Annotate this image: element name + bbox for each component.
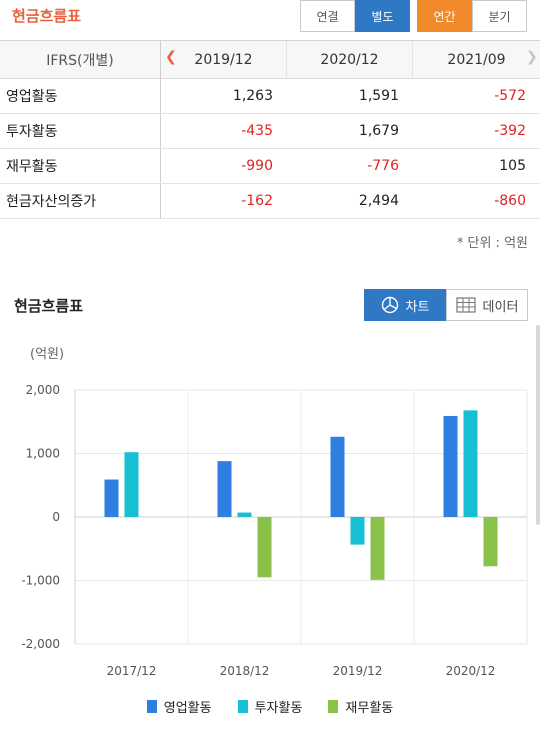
row-label: 현금자산의증가 [0, 184, 161, 218]
bar [257, 517, 272, 578]
bar [443, 415, 458, 517]
y-tick-label: 1,000 [26, 447, 60, 461]
chart-view-button[interactable]: 차트 [364, 289, 446, 321]
y-tick-label: 0 [52, 510, 60, 524]
column-header: 2020/12 [287, 41, 413, 78]
column-header: 2021/09 [447, 51, 506, 68]
chart-legend: 영업활동 투자활동 재무활동 [0, 697, 540, 716]
x-tick-label: 2017/12 [107, 664, 157, 678]
annual-button[interactable]: 연간 [417, 0, 472, 32]
table-cell: 1,591 [358, 88, 399, 104]
legend-item[interactable]: 투자활동 [237, 697, 303, 716]
prev-period-chevron-icon[interactable]: ❮ [165, 49, 177, 65]
x-tick-label: 2018/12 [220, 664, 270, 678]
table-grid-icon [455, 297, 476, 313]
table-cell: -572 [494, 88, 526, 104]
table-row: 현금자산의증가 -162 2,494 -860 [0, 184, 540, 219]
legend-item[interactable]: 영업활동 [146, 697, 212, 716]
data-view-button[interactable]: 데이터 [446, 289, 528, 321]
bar [217, 461, 232, 517]
chart-view-label: 차트 [405, 299, 430, 315]
column-header: 2019/12 [161, 41, 287, 78]
bar [330, 436, 345, 517]
bar [104, 479, 119, 517]
bar [350, 517, 365, 545]
page-title: 현금흐름표 [12, 7, 82, 25]
quarterly-button[interactable]: 분기 [472, 0, 527, 32]
bar [237, 512, 252, 517]
separate-button[interactable]: 별도 [355, 0, 410, 32]
legend-label: 투자활동 [254, 701, 303, 716]
cashflow-table: IFRS(개별) 2019/12 2020/12 2021/09 영업활동 1,… [0, 40, 540, 219]
bar [463, 410, 478, 517]
table-cell: -776 [367, 158, 399, 174]
period-toggle-group: 연간 분기 [417, 0, 527, 32]
chart-circle-icon [381, 296, 398, 314]
row-label: 재무활동 [0, 149, 161, 183]
bar [483, 517, 498, 567]
y-axis-unit-label: (억원) [30, 347, 65, 362]
x-tick-label: 2019/12 [333, 664, 383, 678]
data-view-label: 데이터 [482, 299, 519, 315]
legend-swatch [146, 700, 157, 713]
legend-item[interactable]: 재무활동 [328, 697, 393, 716]
table-row: 영업활동 1,263 1,591 -572 [0, 79, 540, 114]
table-cell: -162 [241, 193, 273, 209]
unit-note: * 단위 : 억원 [456, 236, 528, 251]
table-cell: -860 [494, 193, 526, 209]
bar [124, 452, 139, 517]
legend-swatch [237, 700, 248, 713]
bar-chart: 2,000 1,000 0 -1,000 -2,000 2017/12 2018/12 201… [21, 383, 528, 678]
table-row: 재무활동 -990 -776 105 [0, 149, 540, 184]
table-header-row: IFRS(개별) 2019/12 2020/12 2021/09 [0, 41, 540, 79]
y-tick-label: -1,000 [21, 574, 60, 588]
consolidated-button[interactable]: 연결 [300, 0, 355, 32]
table-cell: 1,263 [232, 88, 273, 104]
table-cell: 105 [499, 158, 526, 174]
table-cell: 1,679 [358, 123, 399, 139]
top-bar: 현금흐름표 연결 별도 연간 분기 [0, 0, 540, 40]
row-label: 영업활동 [0, 79, 161, 113]
column-header-label: IFRS(개별) [0, 41, 161, 78]
bar [370, 517, 385, 580]
legend-label: 재무활동 [345, 701, 394, 716]
x-tick-label: 2020/12 [446, 664, 496, 678]
scrollbar[interactable] [536, 325, 540, 525]
row-label: 투자활동 [0, 114, 161, 148]
legend-swatch [328, 700, 339, 713]
table-cell: 2,494 [358, 193, 399, 209]
table-cell: -990 [241, 158, 273, 174]
table-cell: -435 [241, 123, 273, 139]
y-tick-label: -2,000 [21, 637, 60, 651]
legend-label: 영업활동 [163, 701, 212, 716]
y-tick-label: 2,000 [26, 383, 60, 397]
consolidation-toggle-group: 연결 별도 [300, 0, 410, 32]
chart-section-title: 현금흐름표 [14, 297, 84, 315]
table-cell: -392 [494, 123, 526, 139]
table-row: 투자활동 -435 1,679 -392 [0, 114, 540, 149]
next-period-chevron-icon[interactable]: ❯ [526, 49, 538, 65]
